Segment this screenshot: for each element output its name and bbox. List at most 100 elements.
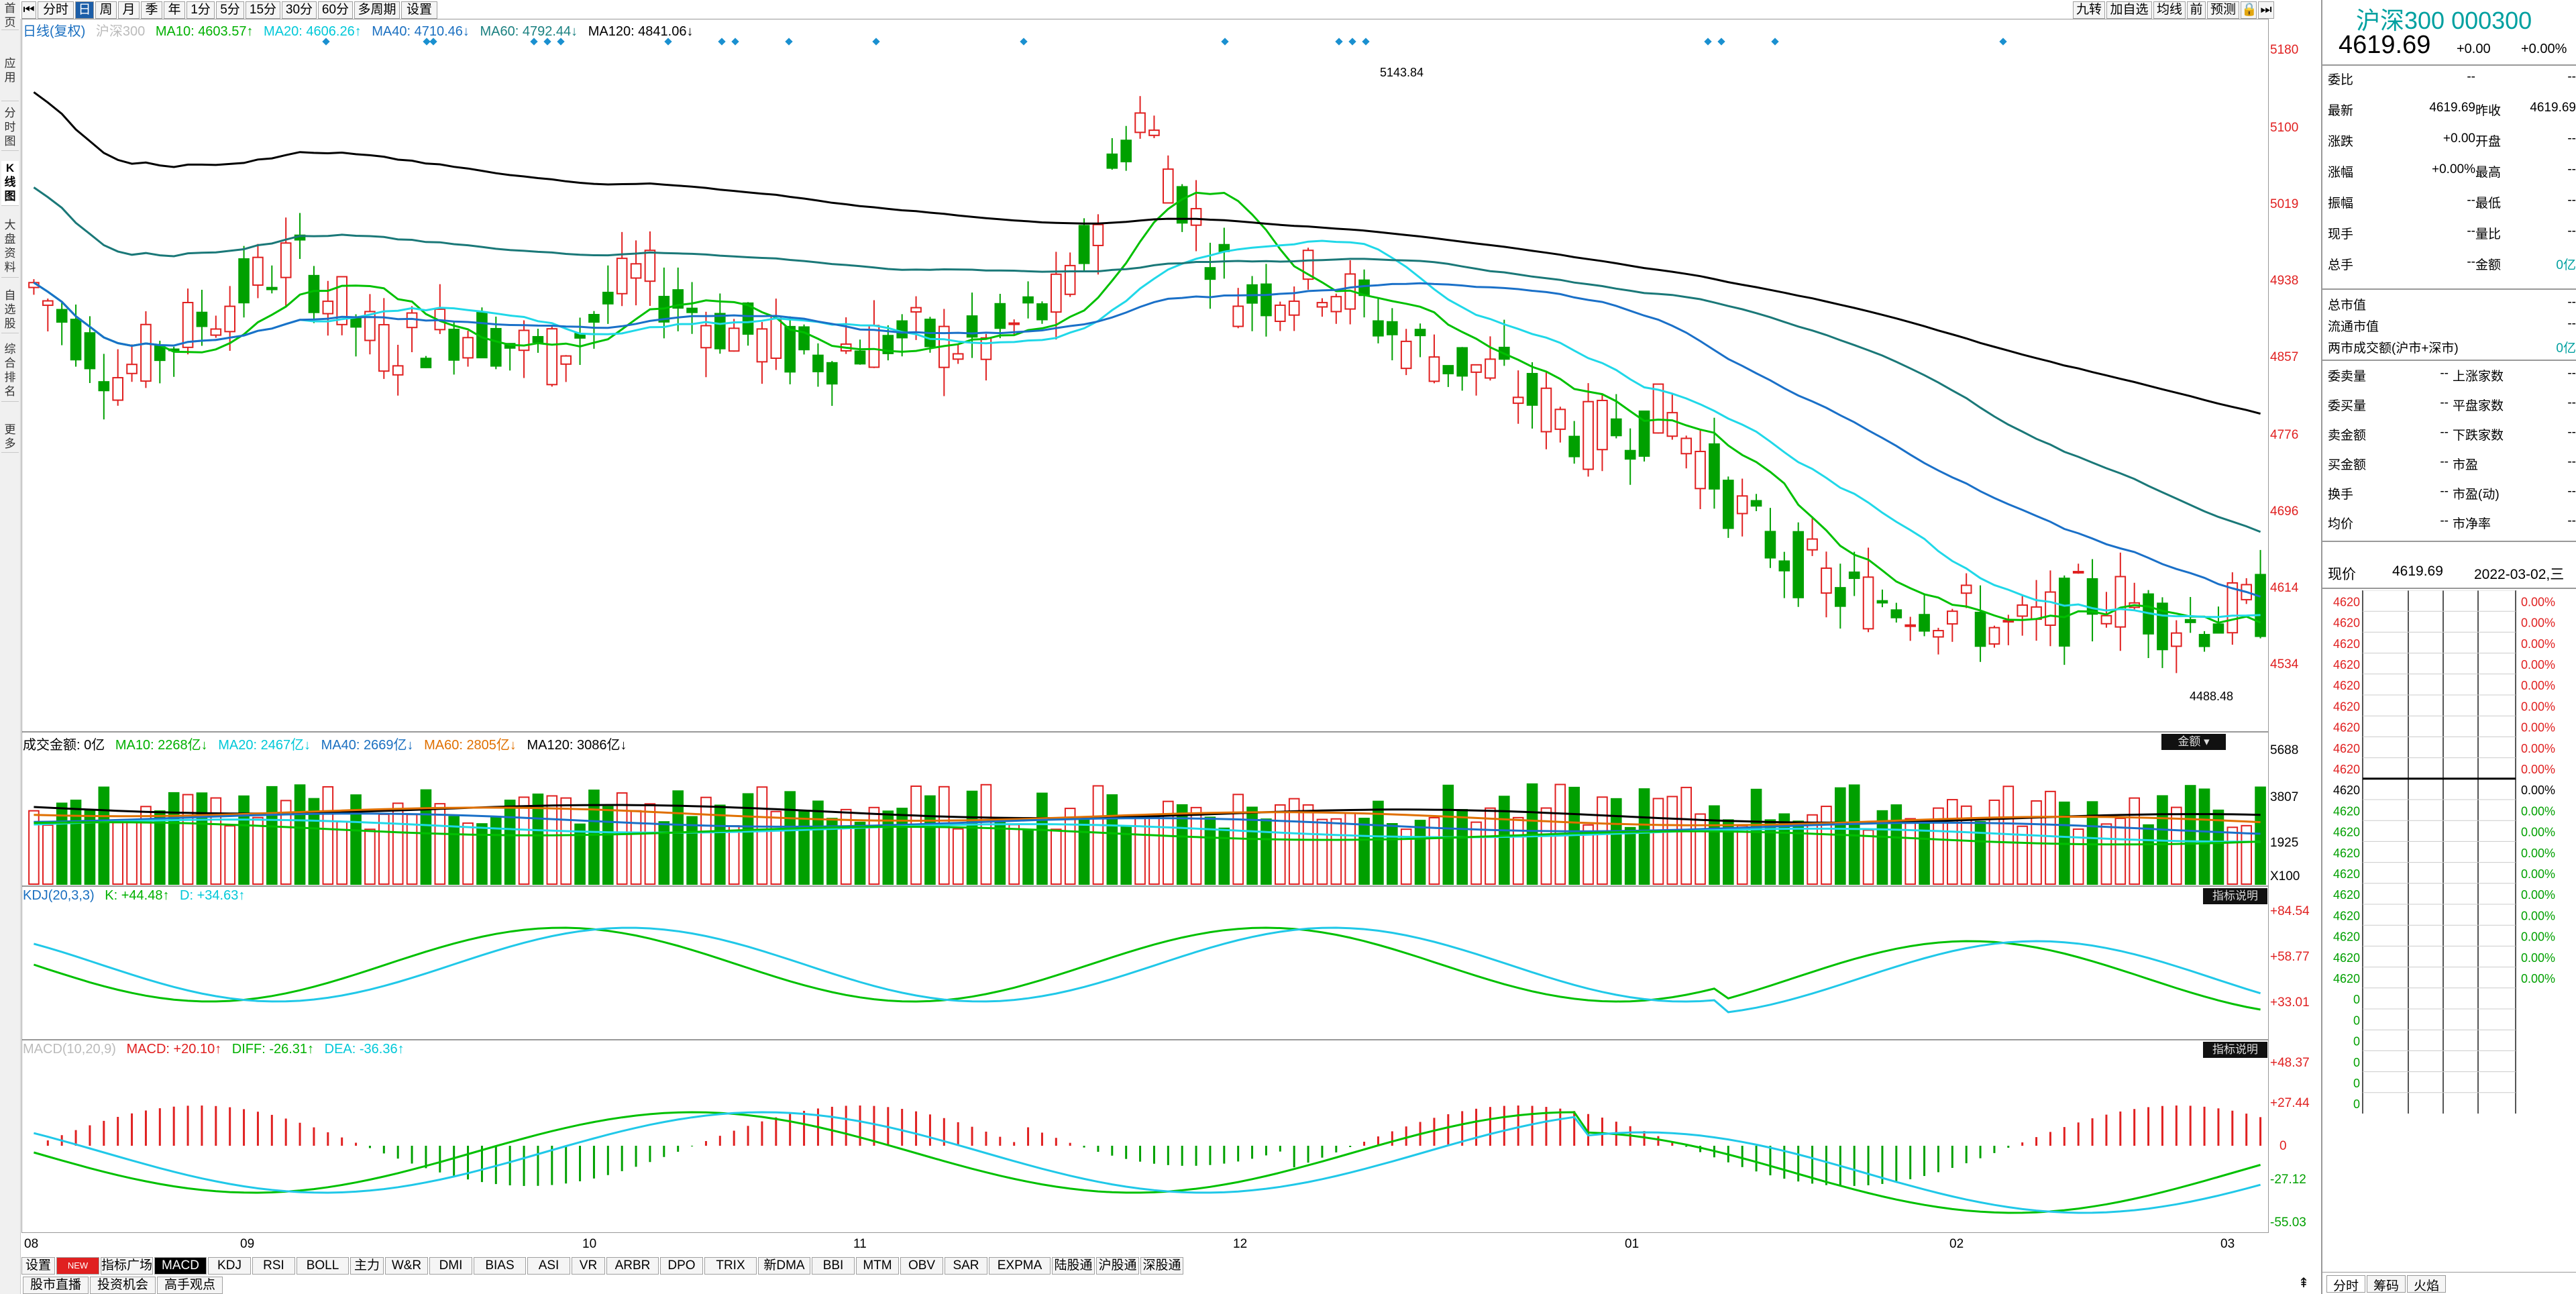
candle-body — [1414, 329, 1426, 337]
indicator-tab[interactable]: BBI — [812, 1257, 855, 1275]
volume-bar — [1835, 787, 1846, 885]
ma-button[interactable]: 均线 — [2153, 1, 2186, 19]
indicator-tab[interactable]: 陆股通 — [1052, 1257, 1095, 1275]
indicator-tab[interactable]: 新DMA — [758, 1257, 810, 1275]
indicator-tab[interactable]: BOLL — [297, 1257, 349, 1275]
volume-bar — [966, 790, 978, 885]
period-tab[interactable]: 年 — [164, 1, 185, 19]
indicator-tab[interactable]: SAR — [945, 1257, 987, 1275]
now-label: 现价 — [2328, 567, 2356, 582]
candle-body — [742, 302, 754, 335]
tick-pct: 0.00% — [2521, 804, 2555, 818]
candle-body — [224, 305, 235, 333]
price-tick: 4534 — [2270, 657, 2299, 671]
add-watchlist-button[interactable]: 加自选 — [2106, 1, 2152, 19]
candle-body — [2059, 578, 2070, 647]
indicator-tab[interactable]: 深股通 — [1140, 1257, 1183, 1275]
candle-body — [1316, 302, 1328, 308]
nav-apps[interactable]: 应用 — [1, 56, 19, 101]
volume-bar — [392, 802, 404, 885]
info-tab[interactable]: 投资机会 — [90, 1277, 156, 1294]
nav-watchlist[interactable]: 自选股 — [1, 288, 19, 333]
quote-row-label2: 最低 — [2475, 197, 2502, 211]
nav-kline[interactable]: K线图 — [1, 161, 19, 206]
back-icon[interactable]: ⏮ — [21, 1, 36, 19]
volume-bar — [266, 786, 278, 885]
indicator-tab[interactable]: EXPMA — [989, 1257, 1051, 1275]
indicator-tab[interactable]: RSI — [252, 1257, 295, 1275]
period-tab[interactable]: 5分 — [216, 1, 244, 19]
nav-home[interactable]: 首页 — [1, 1, 19, 30]
nav-more[interactable]: 更多 — [1, 423, 19, 453]
period-tab[interactable]: 分时 — [38, 1, 74, 19]
indicator-tab[interactable]: ARBR — [606, 1257, 659, 1275]
indicator-tab[interactable]: 指标广场 — [101, 1257, 153, 1275]
lock-icon[interactable]: 🔒 — [2241, 1, 2257, 19]
volume-bar — [1204, 816, 1216, 885]
macd-help-button[interactable]: 指标说明 — [2203, 1042, 2267, 1058]
nine-turn-button[interactable]: 九转 — [2073, 1, 2105, 19]
candle-body — [378, 324, 390, 372]
indicator-tab[interactable]: DPO — [660, 1257, 703, 1275]
volume-bar — [1176, 804, 1188, 885]
period-tab[interactable]: 季 — [141, 1, 162, 19]
multi-period-button[interactable]: 多周期 — [354, 1, 400, 19]
period-tab[interactable]: 月 — [118, 1, 140, 19]
ma60-line — [33, 186, 2261, 533]
period-tab[interactable]: 周 — [95, 1, 117, 19]
period-tab[interactable]: 1分 — [186, 1, 215, 19]
period-tab-active[interactable]: 日 — [75, 1, 94, 19]
volume-bar — [1260, 818, 1272, 885]
indicator-tab[interactable]: OBV — [900, 1257, 943, 1275]
panel-tab-intraday[interactable]: 分时 — [2326, 1275, 2365, 1293]
market-row-value: -- — [2567, 295, 2576, 309]
candle-body — [1807, 538, 1818, 551]
volume-bar — [784, 791, 796, 885]
indicator-tab[interactable]: DMI — [429, 1257, 472, 1275]
scroll-up-icon[interactable]: ⇞ — [2298, 1276, 2310, 1291]
market-row: 两市成交额(沪市+深市) 0亿 — [2328, 338, 2576, 358]
indicator-tab[interactable]: MACD — [154, 1257, 207, 1275]
indicator-tab[interactable]: VR — [572, 1257, 605, 1275]
nav-intraday[interactable]: 分时图 — [1, 106, 19, 151]
period-tab[interactable]: 60分 — [318, 1, 353, 19]
period-tab[interactable]: 30分 — [282, 1, 317, 19]
panel-tab-chips[interactable]: 筹码 — [2367, 1275, 2406, 1293]
panel-tab-flame[interactable]: 火焰 — [2407, 1275, 2446, 1293]
indicator-tab[interactable]: MTM — [856, 1257, 899, 1275]
forward-icon[interactable]: ⏭ — [2258, 1, 2274, 19]
settings-button[interactable]: 设置 — [401, 1, 437, 19]
forecast-button[interactable]: 预测 — [2207, 1, 2239, 19]
info-tab[interactable]: 高手观点 — [157, 1277, 223, 1294]
indicator-tab[interactable]: 主力 — [350, 1257, 384, 1275]
indicator-tab[interactable]: BIAS — [474, 1257, 526, 1275]
indicator-tab[interactable]: 设置 — [21, 1257, 55, 1275]
kdj-help-button[interactable]: 指标说明 — [2203, 888, 2267, 904]
prev-button[interactable]: 前 — [2187, 1, 2206, 19]
low-price-label: 4488.48 — [2190, 690, 2234, 703]
candle-body — [1974, 611, 1986, 647]
indicator-tab[interactable]: W&R — [385, 1257, 428, 1275]
indicator-tab[interactable]: KDJ — [208, 1257, 251, 1275]
breadth-row-label: 委买量 — [2328, 399, 2367, 413]
indicator-tab[interactable]: 沪股通 — [1096, 1257, 1139, 1275]
kdj-tick: +33.01 — [2270, 995, 2310, 1010]
indicator-tab[interactable]: NEW — [56, 1257, 99, 1275]
period-tab[interactable]: 15分 — [246, 1, 280, 19]
nav-ranking[interactable]: 综合排名 — [1, 342, 19, 402]
tick-price: 4620 — [2333, 972, 2360, 985]
tick-price: 0 — [2353, 1035, 2360, 1048]
amount-dropdown[interactable]: 金额 ▾ — [2161, 734, 2226, 750]
indicator-tab[interactable]: ASI — [527, 1257, 570, 1275]
candle-body — [630, 263, 642, 279]
indicator-tab[interactable]: TRIX — [704, 1257, 757, 1275]
candle-body — [1387, 321, 1398, 335]
nav-market-data[interactable]: 大盘资料 — [1, 218, 19, 278]
quote-row-label: 最新 — [2328, 104, 2354, 118]
info-tab[interactable]: 股市直播 — [23, 1277, 89, 1294]
volume-bar — [1218, 827, 1230, 885]
breadth-row-value: -- — [2440, 484, 2449, 498]
market-row-label: 两市成交额(沪市+深市) — [2328, 341, 2459, 356]
kline-chart[interactable] — [21, 18, 2269, 1234]
breadth-row-value: -- — [2440, 396, 2449, 410]
